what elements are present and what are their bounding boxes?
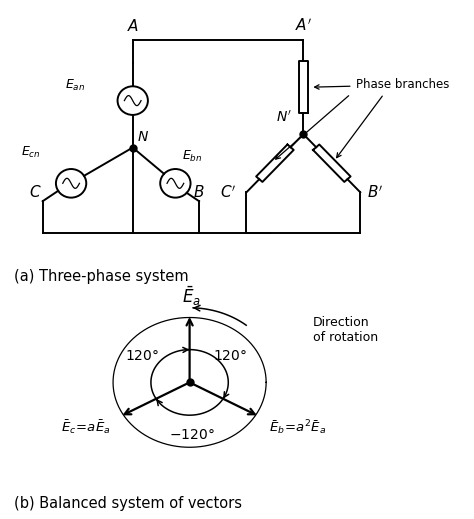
Text: $C$: $C$ (29, 184, 42, 200)
Text: Direction
of rotation: Direction of rotation (313, 316, 378, 344)
Text: $E_{cn}$: $E_{cn}$ (21, 144, 40, 159)
Text: $120°$: $120°$ (213, 349, 247, 363)
Text: $A'$: $A'$ (295, 17, 312, 34)
Text: $B'$: $B'$ (367, 184, 384, 200)
Text: (b) Balanced system of vectors: (b) Balanced system of vectors (14, 496, 242, 511)
Text: $E_{bn}$: $E_{bn}$ (182, 149, 203, 164)
Text: $120°$: $120°$ (125, 349, 159, 363)
Text: $B$: $B$ (193, 184, 205, 200)
Text: $\bar{E}_c\!=\!a\bar{E}_a$: $\bar{E}_c\!=\!a\bar{E}_a$ (61, 418, 110, 436)
Text: $E_{an}$: $E_{an}$ (65, 77, 85, 92)
Text: $N'$: $N'$ (276, 110, 292, 125)
Text: $-120°$: $-120°$ (169, 428, 215, 442)
Text: $\bar{E}_b\!=\!a^2\bar{E}_a$: $\bar{E}_b\!=\!a^2\bar{E}_a$ (269, 418, 326, 437)
Text: $N$: $N$ (137, 130, 148, 144)
Text: $\bar{E}_a$: $\bar{E}_a$ (182, 284, 201, 308)
Text: Phase branches: Phase branches (315, 78, 449, 91)
Text: (a) Three-phase system: (a) Three-phase system (14, 269, 189, 284)
Text: $A$: $A$ (127, 18, 139, 34)
Text: $C'$: $C'$ (220, 184, 237, 200)
